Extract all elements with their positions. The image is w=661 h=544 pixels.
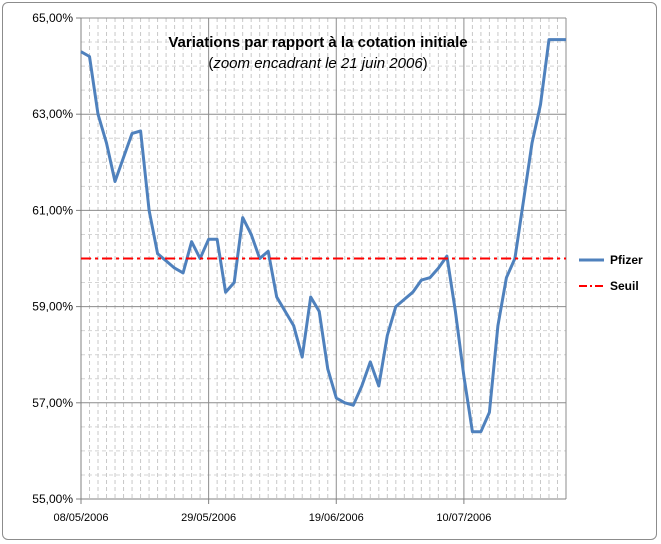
series-line-pfizer [80, 38, 566, 434]
legend: Pfizer Seuil [579, 253, 643, 293]
subtitle-italic: zoom encadrant le 21 juin 2006 [212, 55, 423, 72]
chart-frame [2, 2, 657, 540]
series-group [80, 38, 566, 434]
x-tick-label: 29/05/2006 [181, 512, 236, 524]
x-tick-label: 19/06/2006 [309, 512, 364, 524]
legend-label-pfizer: Pfizer [610, 253, 643, 267]
tick-labels: 55,00% 57,00% 59,00% 61,00% 63,00% 65,00% 08/0… [32, 11, 491, 524]
subtitle-open-paren: ( [208, 55, 213, 72]
y-tick-label: 59,00% [32, 300, 73, 314]
y-tick-label: 57,00% [32, 396, 73, 410]
y-tick-label: 61,00% [32, 203, 73, 217]
y-tick-label: 65,00% [32, 11, 73, 25]
legend-label-seuil: Seuil [610, 279, 639, 293]
y-tick-label: 63,00% [32, 107, 73, 121]
chart-subtitle: (zoom encadrant le 21 juin 2006) [208, 55, 427, 72]
chart-title: Variations par rapport à la cotation ini… [168, 34, 467, 51]
x-tick-label: 10/07/2006 [436, 512, 491, 524]
subtitle-close-paren: ) [423, 55, 428, 72]
x-tick-label: 08/05/2006 [53, 512, 108, 524]
y-tick-label: 55,00% [32, 492, 73, 506]
